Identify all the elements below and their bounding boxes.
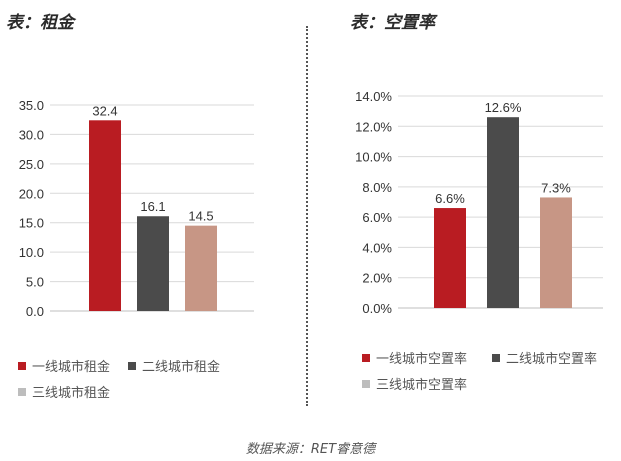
rent-legend: 一线城市租金 二线城市租金 三线城市租金	[18, 356, 298, 402]
legend-label: 三线城市租金	[32, 386, 111, 401]
vacancy-ytick-label: 6.0%	[362, 210, 392, 225]
rent-bar-3	[185, 225, 217, 311]
legend-label: 三线城市空置率	[376, 378, 468, 393]
legend-swatch-tier1	[18, 361, 26, 370]
legend-swatch-tier3	[18, 387, 26, 396]
rent-ytick-label: 20.0	[19, 186, 44, 201]
vacancy-ytick-label: 14.0%	[355, 89, 392, 104]
legend-item-tier1-vacancy: 一线城市空置率	[362, 348, 467, 367]
rent-chart-title: 表：租金	[6, 13, 74, 33]
rent-value-label: 14.5	[188, 209, 213, 224]
legend-label: 一线城市空置率	[376, 352, 468, 367]
vacancy-bar-2	[487, 117, 519, 308]
legend-item-tier3-vacancy: 三线城市空置率	[362, 374, 467, 393]
legend-item-tier2-rent: 二线城市租金	[128, 356, 220, 375]
rent-ytick-label: 0.0	[26, 304, 44, 319]
rent-ytick-label: 25.0	[19, 157, 44, 172]
legend-swatch-tier2	[492, 353, 500, 362]
legend-swatch-tier2	[128, 361, 136, 370]
legend-item-tier3-rent: 三线城市租金	[18, 382, 110, 401]
vacancy-ytick-label: 12.0%	[355, 119, 392, 134]
vacancy-legend: 一线城市空置率 二线城市空置率 三线城市空置率	[362, 348, 617, 394]
vacancy-value-label: 7.3%	[541, 180, 571, 195]
chart-divider	[306, 26, 308, 406]
rent-value-label: 32.4	[92, 103, 117, 118]
vacancy-value-label: 6.6%	[435, 191, 465, 206]
legend-item-tier1-rent: 一线城市租金	[18, 356, 110, 375]
rent-ytick-label: 5.0	[26, 275, 44, 290]
rent-bar-1	[89, 120, 121, 311]
vacancy-ytick-label: 0.0%	[362, 301, 392, 316]
vacancy-chart-title: 表：空置率	[350, 13, 435, 33]
rent-value-label: 16.1	[140, 199, 165, 214]
vacancy-ytick-label: 10.0%	[355, 150, 392, 165]
legend-item-tier2-vacancy: 二线城市空置率	[492, 348, 597, 367]
vacancy-ytick-label: 8.0%	[362, 180, 392, 195]
legend-swatch-tier3	[362, 379, 370, 388]
legend-swatch-tier1	[362, 353, 370, 362]
vacancy-ytick-label: 2.0%	[362, 271, 392, 286]
rent-bar-2	[137, 216, 169, 311]
vacancy-bar-3	[540, 197, 572, 308]
rent-ytick-label: 15.0	[19, 216, 44, 231]
rent-ytick-label: 10.0	[19, 245, 44, 260]
legend-label: 一线城市租金	[32, 360, 111, 375]
data-source-note: 数据来源：RET睿意德	[245, 442, 376, 457]
rent-ytick-label: 35.0	[19, 98, 44, 113]
legend-label: 二线城市空置率	[506, 352, 598, 367]
vacancy-value-label: 12.6%	[485, 100, 522, 115]
rent-ytick-label: 30.0	[19, 127, 44, 142]
vacancy-bar-1	[434, 208, 466, 308]
legend-label: 二线城市租金	[142, 360, 221, 375]
vacancy-ytick-label: 4.0%	[362, 240, 392, 255]
